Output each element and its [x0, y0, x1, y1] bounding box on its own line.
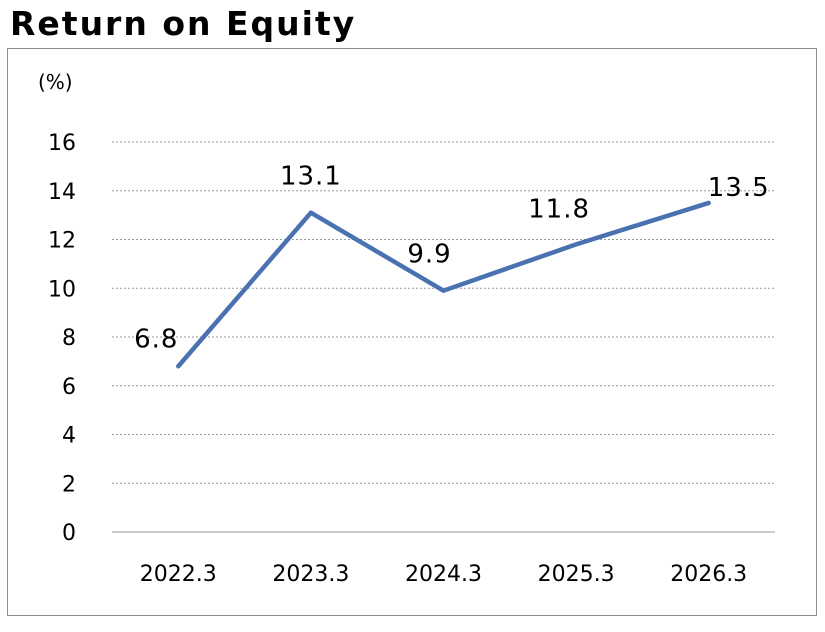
- x-tick-label: 2026.3: [670, 562, 747, 587]
- gridlines: [112, 141, 775, 484]
- chart-title: Return on Equity: [10, 4, 357, 43]
- series-line: [176, 200, 711, 369]
- data-label: 6.8: [134, 324, 178, 354]
- y-tick-label: 12: [48, 229, 76, 254]
- y-tick-labels: 0 2 4 6 8 10 12 14 16: [48, 131, 76, 546]
- x-tick-labels: 2022.3 2023.3 2024.3 2025.3 2026.3: [140, 562, 747, 587]
- y-tick-label: 14: [48, 180, 76, 205]
- chart-frame: [7, 48, 817, 616]
- data-label: 11.8: [528, 194, 590, 224]
- y-tick-label: 16: [48, 131, 76, 156]
- x-tick-label: 2024.3: [405, 562, 482, 587]
- data-label: 13.1: [280, 162, 342, 192]
- x-tick-label: 2025.3: [538, 562, 615, 587]
- x-tick-label: 2022.3: [140, 562, 217, 587]
- x-tick-label: 2023.3: [272, 562, 349, 587]
- y-tick-label: 4: [62, 424, 76, 449]
- y-tick-label: 10: [48, 277, 76, 302]
- data-label: 13.5: [708, 173, 770, 203]
- data-label: 9.9: [407, 240, 451, 270]
- y-tick-label: 0: [62, 521, 76, 546]
- y-axis-unit-label: (%): [38, 70, 73, 94]
- data-labels: 6.8 13.1 9.9 11.8 13.5: [134, 162, 770, 355]
- y-tick-label: 6: [62, 375, 76, 400]
- y-tick-label: 2: [62, 472, 76, 497]
- y-tick-label: 8: [62, 326, 76, 351]
